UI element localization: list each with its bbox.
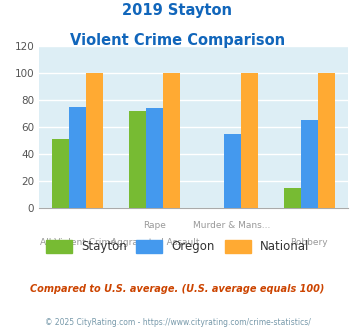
Text: Murder & Mans...: Murder & Mans... xyxy=(193,221,271,230)
Text: Violent Crime Comparison: Violent Crime Comparison xyxy=(70,33,285,48)
Text: All Violent Crime: All Violent Crime xyxy=(40,238,115,247)
Bar xyxy=(146,108,163,208)
Bar xyxy=(163,73,180,208)
Text: © 2025 CityRating.com - https://www.cityrating.com/crime-statistics/: © 2025 CityRating.com - https://www.city… xyxy=(45,318,310,327)
Bar xyxy=(224,134,241,208)
Text: Robbery: Robbery xyxy=(290,238,328,247)
Bar xyxy=(129,111,146,208)
Bar xyxy=(318,73,335,208)
Bar xyxy=(301,120,318,208)
Bar xyxy=(69,107,86,208)
Legend: Stayton, Oregon, National: Stayton, Oregon, National xyxy=(41,235,314,258)
Bar xyxy=(284,188,301,208)
Bar xyxy=(86,73,103,208)
Text: Compared to U.S. average. (U.S. average equals 100): Compared to U.S. average. (U.S. average … xyxy=(30,284,325,294)
Text: Aggravated Assault: Aggravated Assault xyxy=(111,238,199,247)
Bar xyxy=(241,73,258,208)
Text: Rape: Rape xyxy=(143,221,166,230)
Text: 2019 Stayton: 2019 Stayton xyxy=(122,3,233,18)
Bar xyxy=(52,139,69,208)
